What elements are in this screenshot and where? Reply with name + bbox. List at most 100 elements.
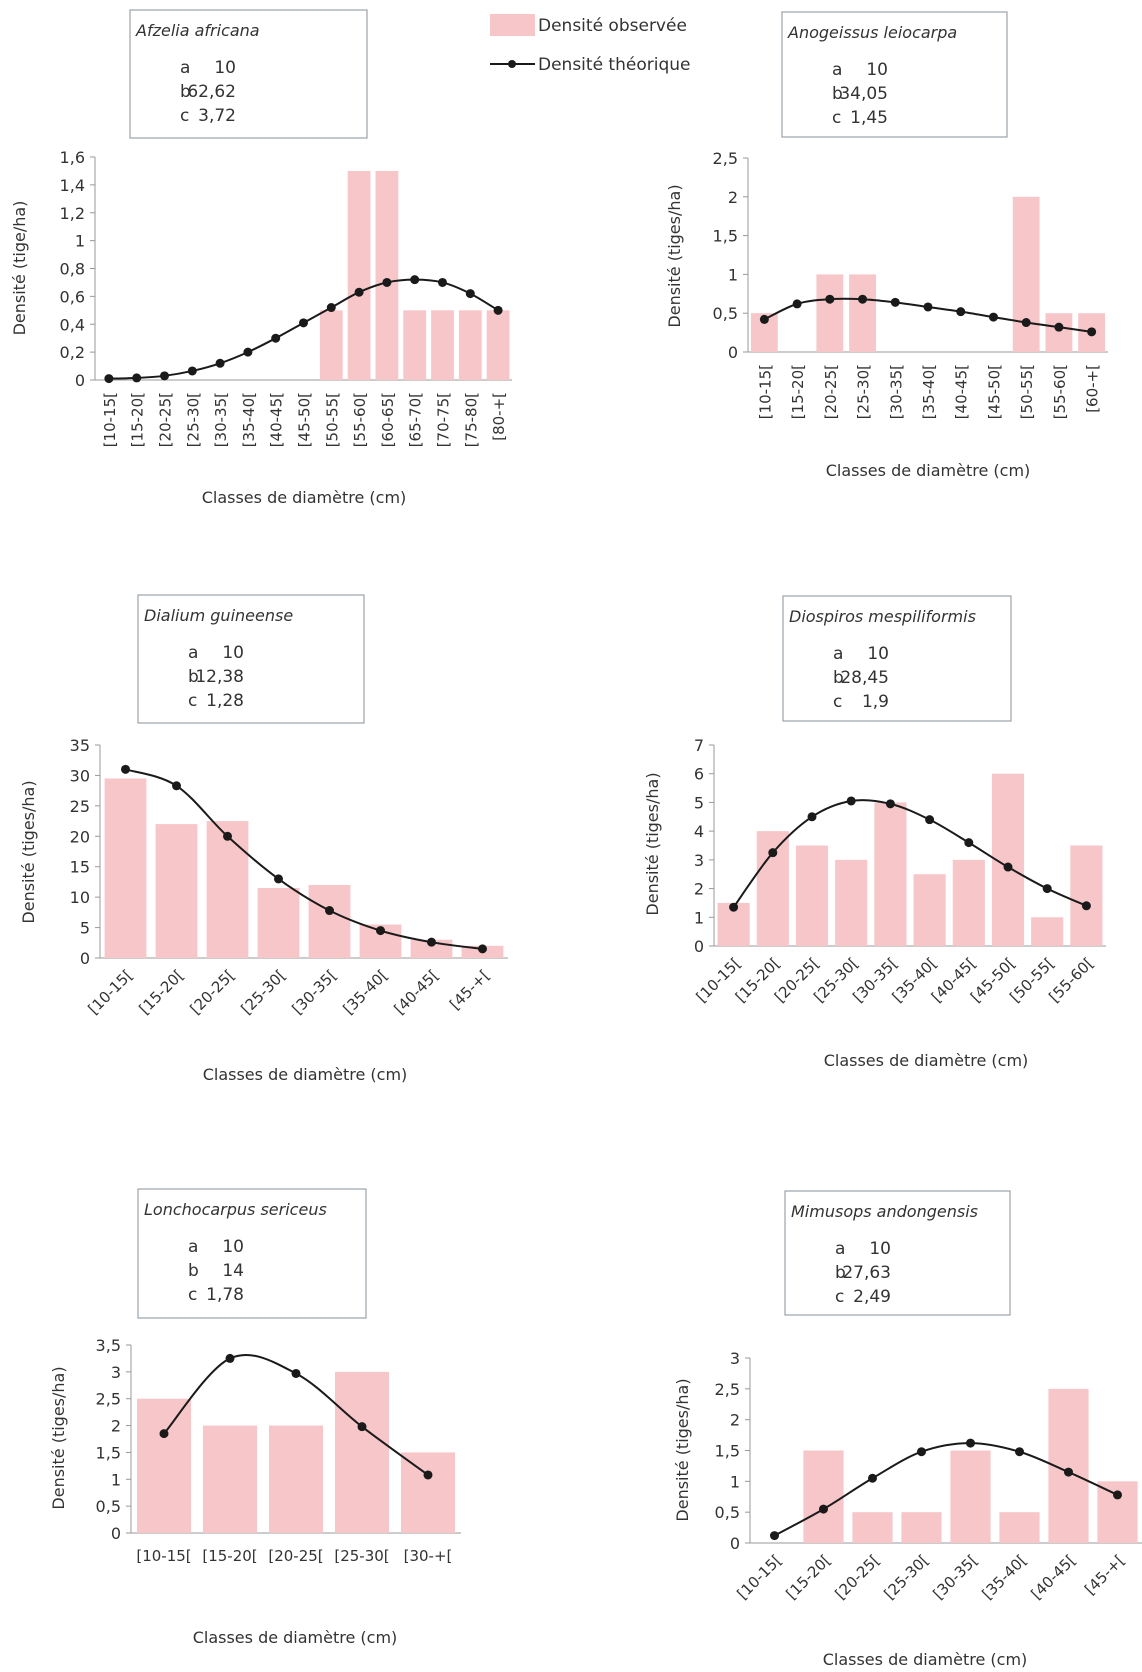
species-title: Mimusops andongensis bbox=[791, 1202, 978, 1221]
y-tick-label: 3 bbox=[694, 851, 704, 870]
x-tick-label: [40-45[ bbox=[953, 364, 971, 419]
x-tick-label: [20-25[ bbox=[268, 1547, 323, 1565]
bar bbox=[375, 170, 399, 380]
curve-point bbox=[759, 314, 769, 324]
curve-point bbox=[966, 1438, 975, 1448]
curve-point bbox=[858, 294, 868, 304]
y-tick-label: 1,5 bbox=[96, 1443, 121, 1462]
x-tick-label: [30-35[ bbox=[929, 1551, 981, 1603]
x-tick-label: [15-20[ bbox=[789, 364, 807, 419]
param-key: b bbox=[180, 82, 191, 102]
curve-point bbox=[438, 277, 447, 287]
bar bbox=[1031, 917, 1064, 946]
y-tick-label: 0 bbox=[694, 937, 704, 956]
y-tick-label: 3 bbox=[111, 1363, 121, 1382]
curve-point bbox=[104, 374, 114, 384]
param-value: 10 bbox=[222, 1237, 244, 1257]
curve-point bbox=[868, 1473, 877, 1483]
y-tick-label: 0,4 bbox=[60, 315, 85, 334]
y-axis-title: Densité (tiges/ha) bbox=[49, 1366, 68, 1509]
param-value: 1,45 bbox=[850, 108, 888, 128]
y-tick-label: 1,4 bbox=[60, 176, 85, 195]
curve-point bbox=[121, 764, 130, 774]
x-tick-label: [50-55[ bbox=[1018, 364, 1036, 419]
bar bbox=[268, 1425, 324, 1533]
x-tick-label: [40-45[ bbox=[390, 966, 442, 1018]
x-tick-label: [15-20[ bbox=[202, 1547, 257, 1565]
curve-point bbox=[357, 1422, 367, 1432]
curve-point bbox=[271, 333, 281, 343]
x-tick-label: [55-60[ bbox=[351, 392, 369, 447]
param-value: 1,28 bbox=[206, 691, 244, 711]
y-tick-label: 10 bbox=[70, 888, 90, 907]
y-tick-label: 0,6 bbox=[60, 287, 85, 306]
y-axis-title: Densité (tige/ha) bbox=[10, 201, 29, 336]
curve-point bbox=[1113, 1490, 1122, 1500]
chart-panel-1: Afzelia africana a 10 b62,62 c 3,72 0 0,2 0,4 0,6… bbox=[10, 9, 512, 507]
bar bbox=[319, 310, 343, 380]
param-key: a bbox=[180, 58, 190, 78]
x-tick-label: [30-35[ bbox=[887, 364, 905, 419]
bar bbox=[1045, 313, 1073, 352]
y-tick-label: 2,5 bbox=[96, 1390, 121, 1409]
y-tick-label: 2,5 bbox=[715, 1380, 740, 1399]
curve-point bbox=[917, 1447, 926, 1457]
curve-point bbox=[465, 289, 475, 299]
x-axis-title: Classes de diamètre (cm) bbox=[202, 488, 407, 507]
x-tick-label: [55-60[ bbox=[1051, 364, 1069, 419]
x-tick-label: [10-15[ bbox=[756, 364, 774, 419]
y-tick-label: 0 bbox=[80, 949, 90, 968]
curve-point bbox=[274, 874, 283, 884]
x-axis-title: Classes de diamètre (cm) bbox=[823, 1650, 1028, 1669]
bar bbox=[816, 274, 844, 352]
bar bbox=[334, 1371, 390, 1533]
y-tick-label: 2 bbox=[111, 1417, 121, 1436]
curve-point bbox=[410, 275, 420, 285]
y-tick-label: 3 bbox=[730, 1349, 740, 1368]
param-key: c bbox=[180, 106, 189, 126]
param-key: a bbox=[832, 60, 842, 80]
bar bbox=[835, 859, 868, 946]
y-tick-label: 2,5 bbox=[713, 149, 738, 168]
param-value: 3,72 bbox=[198, 106, 236, 126]
curve-point bbox=[326, 303, 336, 313]
x-tick-label: [20-25[ bbox=[157, 392, 175, 447]
curve-point bbox=[423, 1470, 433, 1480]
y-tick-label: 1,6 bbox=[60, 148, 85, 167]
y-axis-title: Densité (tiges/ha) bbox=[643, 772, 662, 915]
bar bbox=[849, 274, 876, 352]
y-tick-label: 4 bbox=[694, 822, 704, 841]
theoretical-curve bbox=[732, 799, 1087, 908]
bar bbox=[999, 1512, 1040, 1543]
curve-point bbox=[1054, 322, 1064, 332]
y-tick-label: 7 bbox=[694, 736, 704, 755]
curve-point bbox=[243, 347, 253, 357]
curve-point bbox=[376, 926, 385, 936]
y-tick-label: 2 bbox=[728, 188, 738, 207]
curve-point bbox=[846, 796, 856, 806]
curve-point bbox=[923, 302, 933, 312]
curve-point bbox=[493, 305, 503, 315]
curve-point bbox=[792, 299, 802, 309]
bar bbox=[403, 310, 427, 380]
y-tick-label: 0,5 bbox=[96, 1497, 121, 1516]
bar bbox=[874, 802, 907, 946]
y-axis-title: Densité (tiges/ha) bbox=[673, 1378, 692, 1521]
y-tick-label: 1 bbox=[694, 908, 704, 927]
curve-point bbox=[1015, 1447, 1024, 1457]
param-key: c bbox=[833, 692, 842, 712]
x-tick-label: [15-20[ bbox=[135, 966, 187, 1018]
species-title: Anogeissus leiocarpa bbox=[787, 23, 957, 42]
param-box bbox=[782, 595, 1012, 722]
bar bbox=[400, 1452, 456, 1533]
species-title: Dialium guineense bbox=[144, 606, 293, 625]
y-axis-title: Densité (tiges/ha) bbox=[19, 780, 38, 923]
y-tick-label: 30 bbox=[70, 766, 90, 785]
x-tick-label: [65-70[ bbox=[407, 392, 425, 447]
legend-observed-label: Densité observée bbox=[538, 16, 687, 36]
x-tick-label: [25-30[ bbox=[184, 392, 202, 447]
y-tick-label: 0,5 bbox=[715, 1503, 740, 1522]
param-value: 10 bbox=[214, 58, 236, 78]
curve-point bbox=[729, 902, 739, 912]
x-tick-label: [20-25[ bbox=[822, 364, 840, 419]
